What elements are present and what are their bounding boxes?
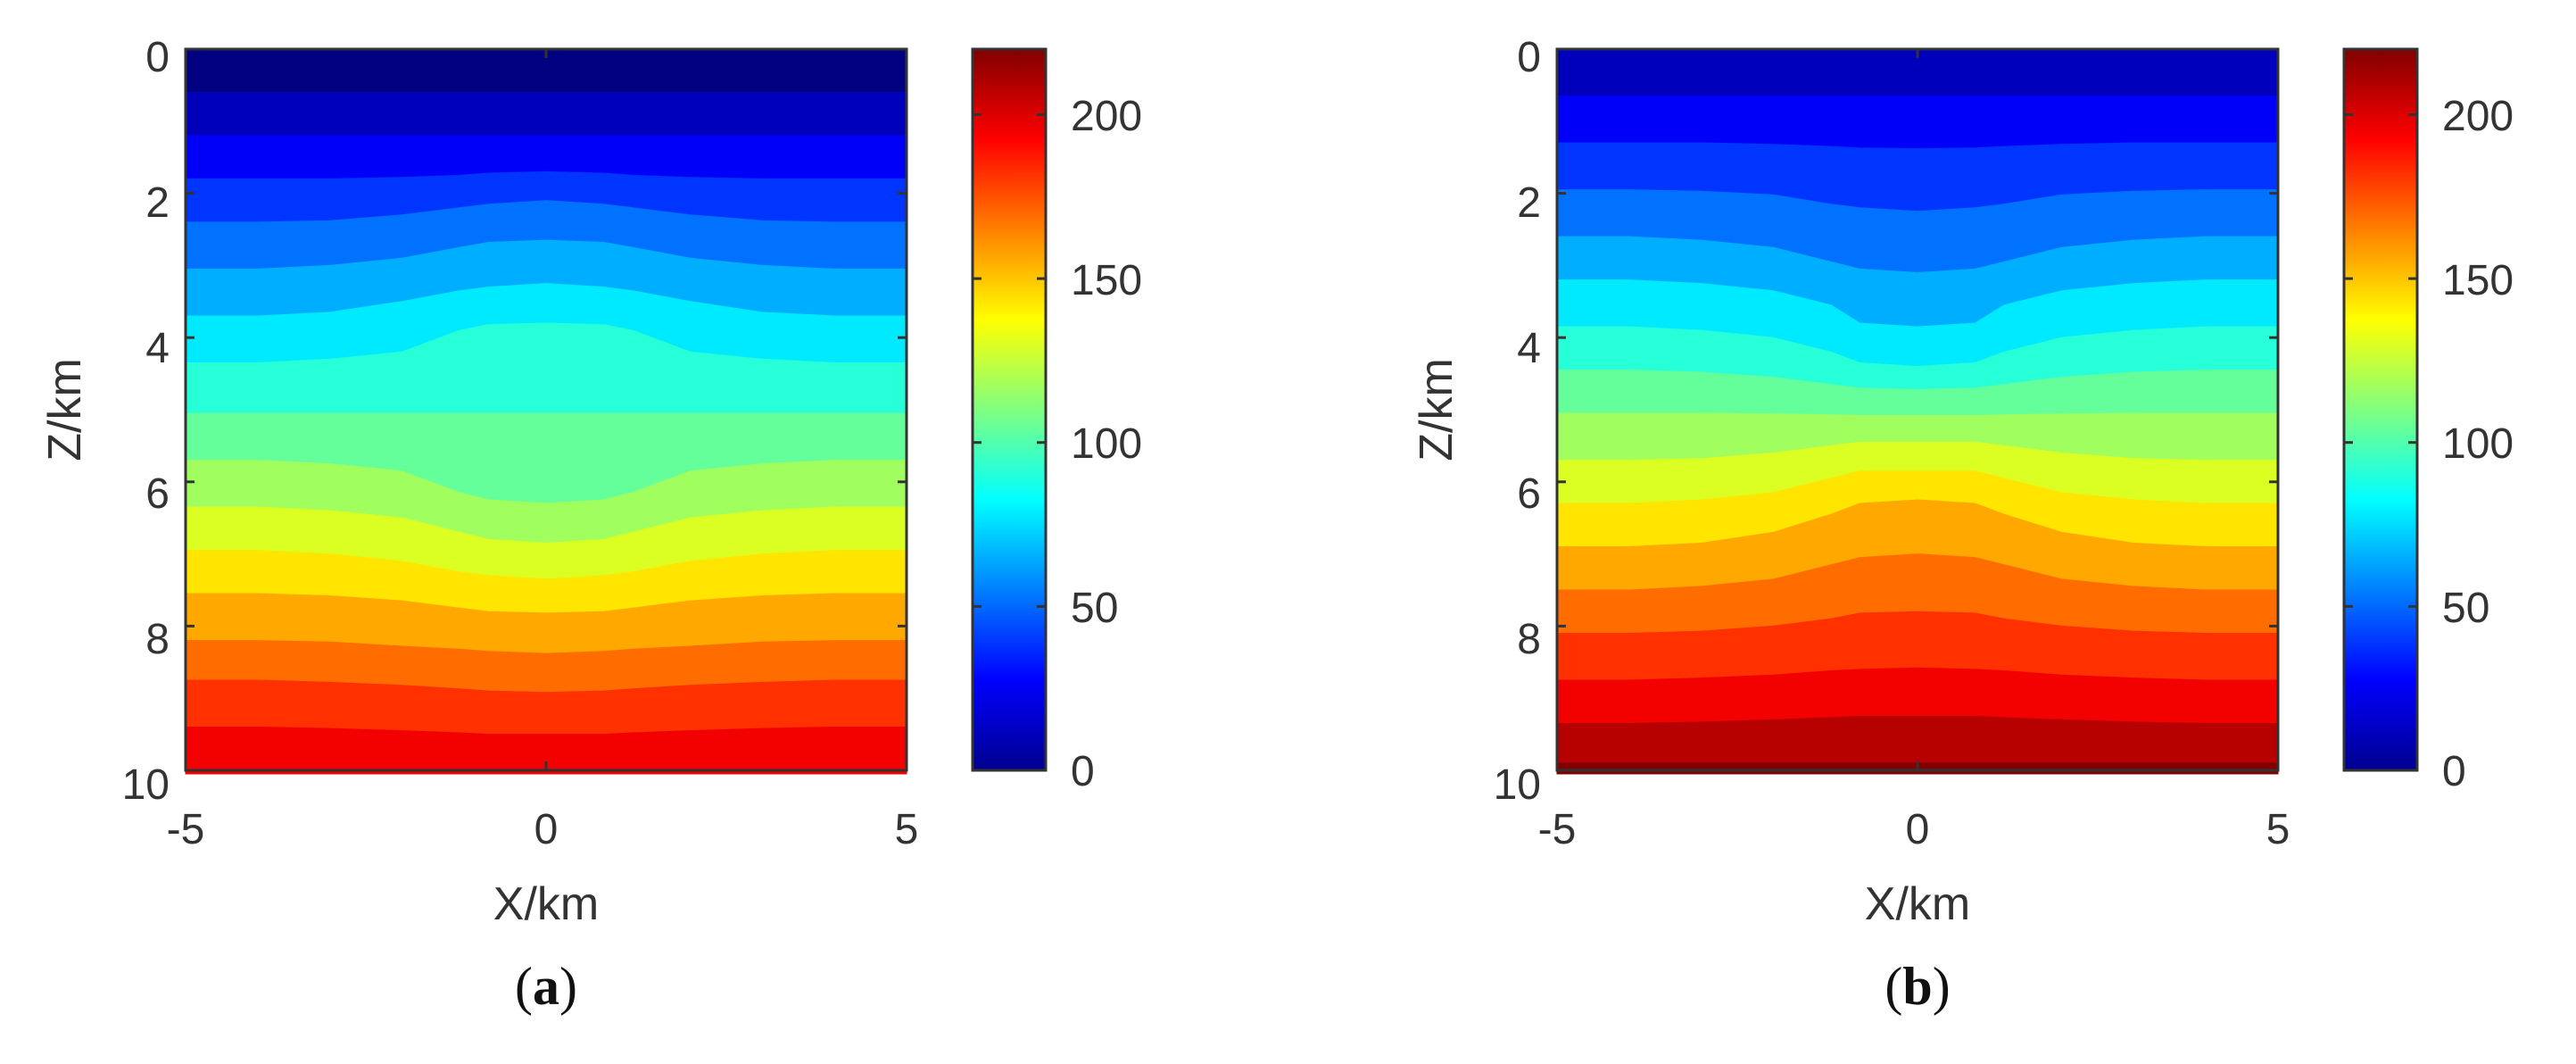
y-axis-label: Z/km bbox=[1411, 358, 1462, 461]
x-tick-label: -5 bbox=[167, 806, 205, 853]
panel-a: 0 2 4 6 8 10 -5 0 5 X/km Z/km 0 50 100 1… bbox=[39, 34, 1142, 1016]
y-tick-label: 0 bbox=[145, 34, 170, 81]
y-tick-label: 6 bbox=[1517, 470, 1541, 518]
y-tick-label: 10 bbox=[122, 761, 170, 809]
y-tick-label: 0 bbox=[1517, 34, 1541, 81]
colorbar-tick-label: 0 bbox=[1071, 748, 1095, 795]
contour-band bbox=[1556, 96, 2279, 150]
contour-band bbox=[185, 727, 907, 775]
colorbar-tick-label: 100 bbox=[1071, 420, 1142, 468]
colorbar bbox=[2342, 47, 2419, 772]
x-tick-label: -5 bbox=[1538, 806, 1577, 853]
axis-ticks bbox=[1555, 47, 2280, 772]
panel-caption: (a) bbox=[515, 957, 577, 1016]
y-tick-label: 8 bbox=[1517, 616, 1541, 663]
y-axis-label: Z/km bbox=[39, 358, 91, 461]
x-tick-label: 0 bbox=[1906, 806, 1930, 853]
colorbar bbox=[971, 47, 1048, 772]
colorbar-tick-label: 100 bbox=[2442, 420, 2514, 468]
colorbar-tick-label: 200 bbox=[2442, 93, 2514, 140]
heatmap-plot-area bbox=[185, 48, 907, 775]
panel-b: 0 2 4 6 8 10 -5 0 5 X/km Z/km 0 50 100 1… bbox=[1411, 34, 2514, 1016]
x-axis-label: X/km bbox=[1865, 878, 1970, 930]
contour-band bbox=[1556, 715, 2279, 764]
y-tick-label: 4 bbox=[145, 325, 170, 372]
heatmap-plot-area bbox=[1556, 48, 2279, 775]
panel-caption: (b) bbox=[1884, 957, 1950, 1016]
y-tick-label: 6 bbox=[145, 470, 170, 518]
colorbar-tick-label: 0 bbox=[2442, 748, 2466, 795]
y-tick-label: 2 bbox=[145, 179, 170, 227]
y-tick-label: 4 bbox=[1517, 325, 1541, 372]
colorbar-tick-label: 200 bbox=[1071, 93, 1142, 140]
colorbar-tick-label: 50 bbox=[2442, 585, 2489, 632]
colorbar-ticks bbox=[973, 112, 1046, 772]
colorbar-ticks bbox=[2344, 112, 2417, 772]
y-tick-label: 2 bbox=[1517, 179, 1541, 227]
x-tick-label: 5 bbox=[2266, 806, 2290, 853]
x-axis-label: X/km bbox=[493, 878, 599, 930]
y-tick-label: 10 bbox=[1494, 761, 1541, 809]
contour-band bbox=[185, 92, 907, 137]
x-tick-label: 5 bbox=[895, 806, 919, 853]
colorbar-tick-label: 150 bbox=[1071, 257, 1142, 304]
x-tick-label: 0 bbox=[534, 806, 559, 853]
axis-ticks bbox=[184, 47, 908, 772]
colorbar-tick-label: 50 bbox=[1071, 585, 1118, 632]
y-tick-label: 8 bbox=[145, 616, 170, 663]
colorbar-tick-label: 150 bbox=[2442, 257, 2514, 304]
